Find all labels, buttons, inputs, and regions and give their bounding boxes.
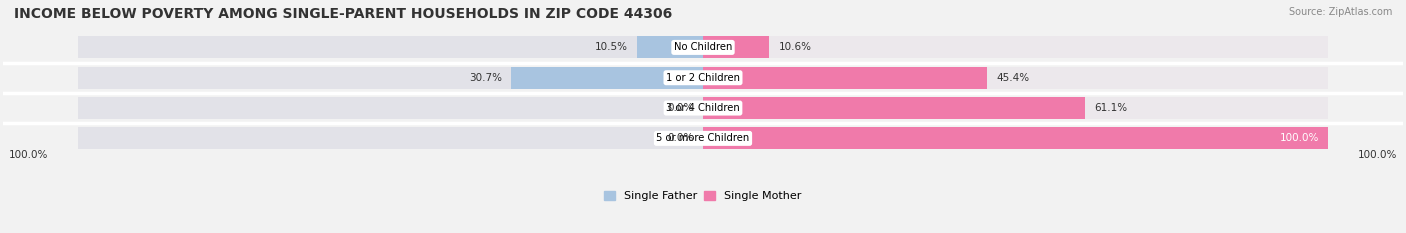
Bar bbox=[703, 97, 1329, 119]
Text: 100.0%: 100.0% bbox=[1358, 150, 1398, 160]
Bar bbox=[703, 67, 987, 89]
Text: 0.0%: 0.0% bbox=[668, 133, 693, 143]
Bar bbox=[703, 37, 769, 58]
Bar bbox=[703, 67, 1329, 89]
Text: 1 or 2 Children: 1 or 2 Children bbox=[666, 73, 740, 83]
Text: INCOME BELOW POVERTY AMONG SINGLE-PARENT HOUSEHOLDS IN ZIP CODE 44306: INCOME BELOW POVERTY AMONG SINGLE-PARENT… bbox=[14, 7, 672, 21]
Bar bbox=[77, 37, 703, 58]
Text: 3 or 4 Children: 3 or 4 Children bbox=[666, 103, 740, 113]
Text: No Children: No Children bbox=[673, 42, 733, 52]
Text: 61.1%: 61.1% bbox=[1094, 103, 1128, 113]
Bar bbox=[703, 127, 1329, 149]
Bar bbox=[703, 37, 1329, 58]
Bar bbox=[703, 127, 1329, 149]
Text: 45.4%: 45.4% bbox=[997, 73, 1029, 83]
Text: 10.5%: 10.5% bbox=[595, 42, 628, 52]
Bar bbox=[77, 97, 703, 119]
Text: 10.6%: 10.6% bbox=[779, 42, 811, 52]
Bar bbox=[703, 97, 1085, 119]
Bar bbox=[77, 127, 703, 149]
Text: 5 or more Children: 5 or more Children bbox=[657, 133, 749, 143]
Text: 100.0%: 100.0% bbox=[1279, 133, 1319, 143]
Text: 30.7%: 30.7% bbox=[468, 73, 502, 83]
Bar bbox=[77, 67, 703, 89]
Text: 100.0%: 100.0% bbox=[8, 150, 48, 160]
Legend: Single Father, Single Mother: Single Father, Single Mother bbox=[600, 186, 806, 206]
Text: Source: ZipAtlas.com: Source: ZipAtlas.com bbox=[1288, 7, 1392, 17]
Bar bbox=[510, 67, 703, 89]
Bar bbox=[637, 37, 703, 58]
Text: 0.0%: 0.0% bbox=[668, 103, 693, 113]
